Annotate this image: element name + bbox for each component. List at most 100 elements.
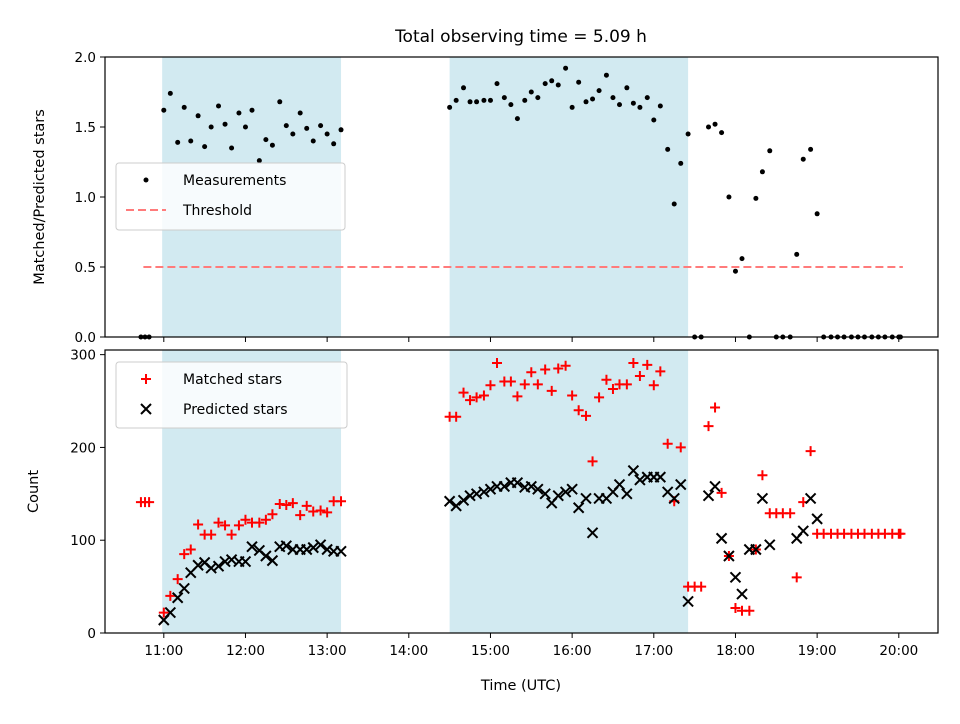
ratio-axes-frame: [104, 56, 939, 338]
ratio-series-1-point: [759, 169, 765, 175]
ratio-series-1-point: [706, 124, 712, 130]
count-series-2-point: [532, 483, 544, 495]
count-series-1-point: [226, 529, 237, 540]
ratio-series-1-point: [195, 113, 201, 119]
count-series-1-point: [519, 379, 530, 390]
ratio-points: [138, 65, 903, 340]
count-series-1-point: [675, 442, 686, 453]
count-series-1-point: [281, 499, 292, 510]
count-series-1-point: [757, 470, 768, 481]
ratio-y-axis-label: Matched/Predicted stars: [32, 109, 48, 285]
ratio-series-1-point: [800, 156, 806, 162]
count-series-2-point: [335, 545, 347, 558]
ratio-legend: Measurements Threshold: [115, 162, 346, 231]
count-series-1-point: [662, 438, 673, 449]
ratio-series-1-point: [637, 104, 643, 110]
x-tick-label-3: 14:00: [389, 643, 428, 659]
count-series-1-point: [185, 544, 196, 555]
ratio-series-1-point: [719, 130, 725, 136]
count-series-1-point: [696, 581, 707, 592]
count-series-2-point: [457, 494, 470, 507]
count-series-2-point: [668, 492, 680, 505]
count-series-2-point: [750, 543, 762, 556]
count-series-2-point: [450, 500, 462, 512]
ratio-series-1-point: [290, 131, 296, 137]
count-series-2-point: [654, 471, 667, 483]
count-legend-label-2: Predicted stars: [183, 402, 288, 418]
x-tick-label-6: 17:00: [634, 643, 673, 659]
count-series-1-point: [213, 517, 224, 528]
count-series-2-point: [212, 560, 225, 572]
ratio-series-1-point: [555, 82, 561, 88]
ratio-series-1-point: [576, 79, 582, 85]
ratio-panel: 0.00.51.01.52.0 Matched/Predicted stars …: [32, 50, 939, 346]
count-series-1-point: [478, 390, 489, 401]
ratio-shaded-interval-2: [449, 57, 689, 337]
count-series-1-point: [785, 508, 796, 519]
ratio-series-1-point: [665, 146, 671, 152]
count-series-1-point: [744, 605, 755, 616]
ratio-series-1-point: [644, 95, 650, 101]
count-series-2-point: [178, 582, 190, 595]
count-series-1-point: [546, 385, 557, 396]
count-series-1-point: [567, 390, 578, 401]
count-series-1-point: [621, 379, 632, 390]
count-axis-ticks: 0 100 200 300 11:00 12:00 13:00 14:00 15:00 16:00…: [70, 348, 918, 659]
ratio-series-1-point: [671, 201, 677, 207]
x-tick-label-8: 19:00: [798, 643, 837, 659]
count-series-2-point: [736, 588, 748, 600]
ratio-series-1-point: [624, 85, 630, 91]
count-legend-marker-2: [140, 403, 152, 415]
count-legend-box: [115, 361, 348, 429]
ratio-legend-label-2: Threshold: [182, 203, 252, 219]
count-series-1-point: [336, 496, 347, 507]
ratio-series-1-point: [161, 107, 167, 113]
ratio-series-1-point: [269, 142, 275, 148]
count-series-1-point: [648, 380, 659, 391]
count-series-2-point: [239, 555, 252, 568]
ratio-series-1-point: [229, 145, 235, 151]
count-series-1-point: [206, 529, 217, 540]
count-legend-marker-1: [141, 374, 151, 384]
count-series-1-point: [703, 421, 714, 432]
count-legend: Matched stars Predicted stars: [115, 361, 348, 429]
count-series-2-point: [797, 525, 809, 537]
ratio-series-1-point: [651, 117, 657, 123]
count-series-1-point: [607, 383, 618, 394]
count-series-2-point: [484, 483, 497, 495]
ratio-series-1-point: [277, 99, 283, 105]
ratio-series-1-point: [181, 104, 187, 110]
count-series-2-point: [566, 483, 578, 495]
count-series-1-point: [791, 572, 802, 583]
count-series-2-point: [511, 476, 524, 489]
count-series-1-point: [158, 607, 169, 618]
ratio-series-1-point: [590, 96, 596, 102]
ratio-series-1-point: [630, 100, 636, 106]
count-series-2-point: [586, 527, 599, 539]
ratio-series-1-point: [222, 121, 228, 127]
count-points: [135, 357, 906, 626]
count-series-2-point: [192, 559, 204, 571]
ratio-y-tick-label-1: 0.5: [75, 260, 96, 276]
x-tick-label-5: 16:00: [553, 643, 592, 659]
ratio-series-1-point: [678, 160, 684, 166]
ratio-series-1-point: [236, 110, 242, 116]
count-series-1-point: [465, 395, 476, 406]
ratio-series-1-point: [297, 110, 303, 116]
count-series-2-point: [280, 540, 293, 552]
ratio-series-1-point: [726, 194, 732, 200]
count-series-1-point: [471, 392, 482, 403]
count-series-2-point: [723, 550, 735, 562]
ratio-legend-box: [115, 162, 346, 231]
count-series-1-point: [581, 410, 592, 421]
ratio-series-1-point: [508, 102, 514, 108]
count-series-1-point: [895, 528, 906, 539]
count-series-1-point: [716, 487, 727, 498]
count-series-2-point: [498, 480, 511, 493]
x-tick-label-7: 18:00: [716, 643, 755, 659]
ratio-series-1-point: [814, 211, 820, 217]
count-series-1-point: [240, 514, 251, 525]
count-axes-frame: [104, 349, 939, 634]
count-y-tick-label-3: 300: [70, 348, 96, 364]
